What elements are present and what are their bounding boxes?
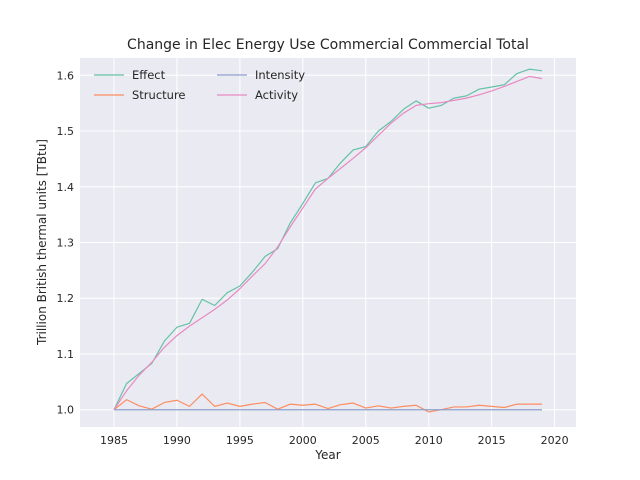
y-tick-label: 1.0 (57, 404, 75, 417)
y-tick-label: 1.1 (57, 348, 75, 361)
legend-label-activity: Activity (255, 88, 298, 102)
y-tick-label: 1.4 (57, 181, 75, 194)
chart-title: Change in Elec Energy Use Commercial Com… (127, 37, 529, 53)
series-line-structure (113, 393, 543, 413)
legend: Effect Structure Intensity Activity (94, 68, 305, 102)
x-tick-label: 2015 (478, 434, 506, 447)
x-tick-label: 2010 (415, 434, 443, 447)
series-line-activity (113, 75, 543, 411)
legend-label-effect: Effect (132, 68, 166, 82)
legend-label-structure: Structure (132, 88, 186, 102)
legend-label-intensity: Intensity (255, 68, 305, 82)
y-tick-label: 1.2 (57, 292, 75, 305)
x-tick-label: 2020 (541, 434, 569, 447)
x-tick-label: 2000 (289, 434, 317, 447)
y-tick-label: 1.5 (57, 125, 75, 138)
y-tick-label: 1.6 (57, 69, 75, 82)
x-tick-label: 2005 (352, 434, 380, 447)
x-tick-labels: 1985 1990 1995 2000 2005 2010 2015 2020 (100, 434, 569, 447)
y-tick-labels: 1.0 1.1 1.2 1.3 1.4 1.5 1.6 (57, 69, 75, 416)
y-axis-label: Trillion British thermal units [TBtu] (35, 139, 49, 346)
y-tick-label: 1.3 (57, 237, 75, 250)
x-tick-label: 1995 (226, 434, 254, 447)
series-lines (113, 68, 543, 413)
x-tick-label: 1990 (163, 434, 191, 447)
x-tick-label: 1985 (100, 434, 128, 447)
x-axis-label: Year (314, 448, 340, 462)
